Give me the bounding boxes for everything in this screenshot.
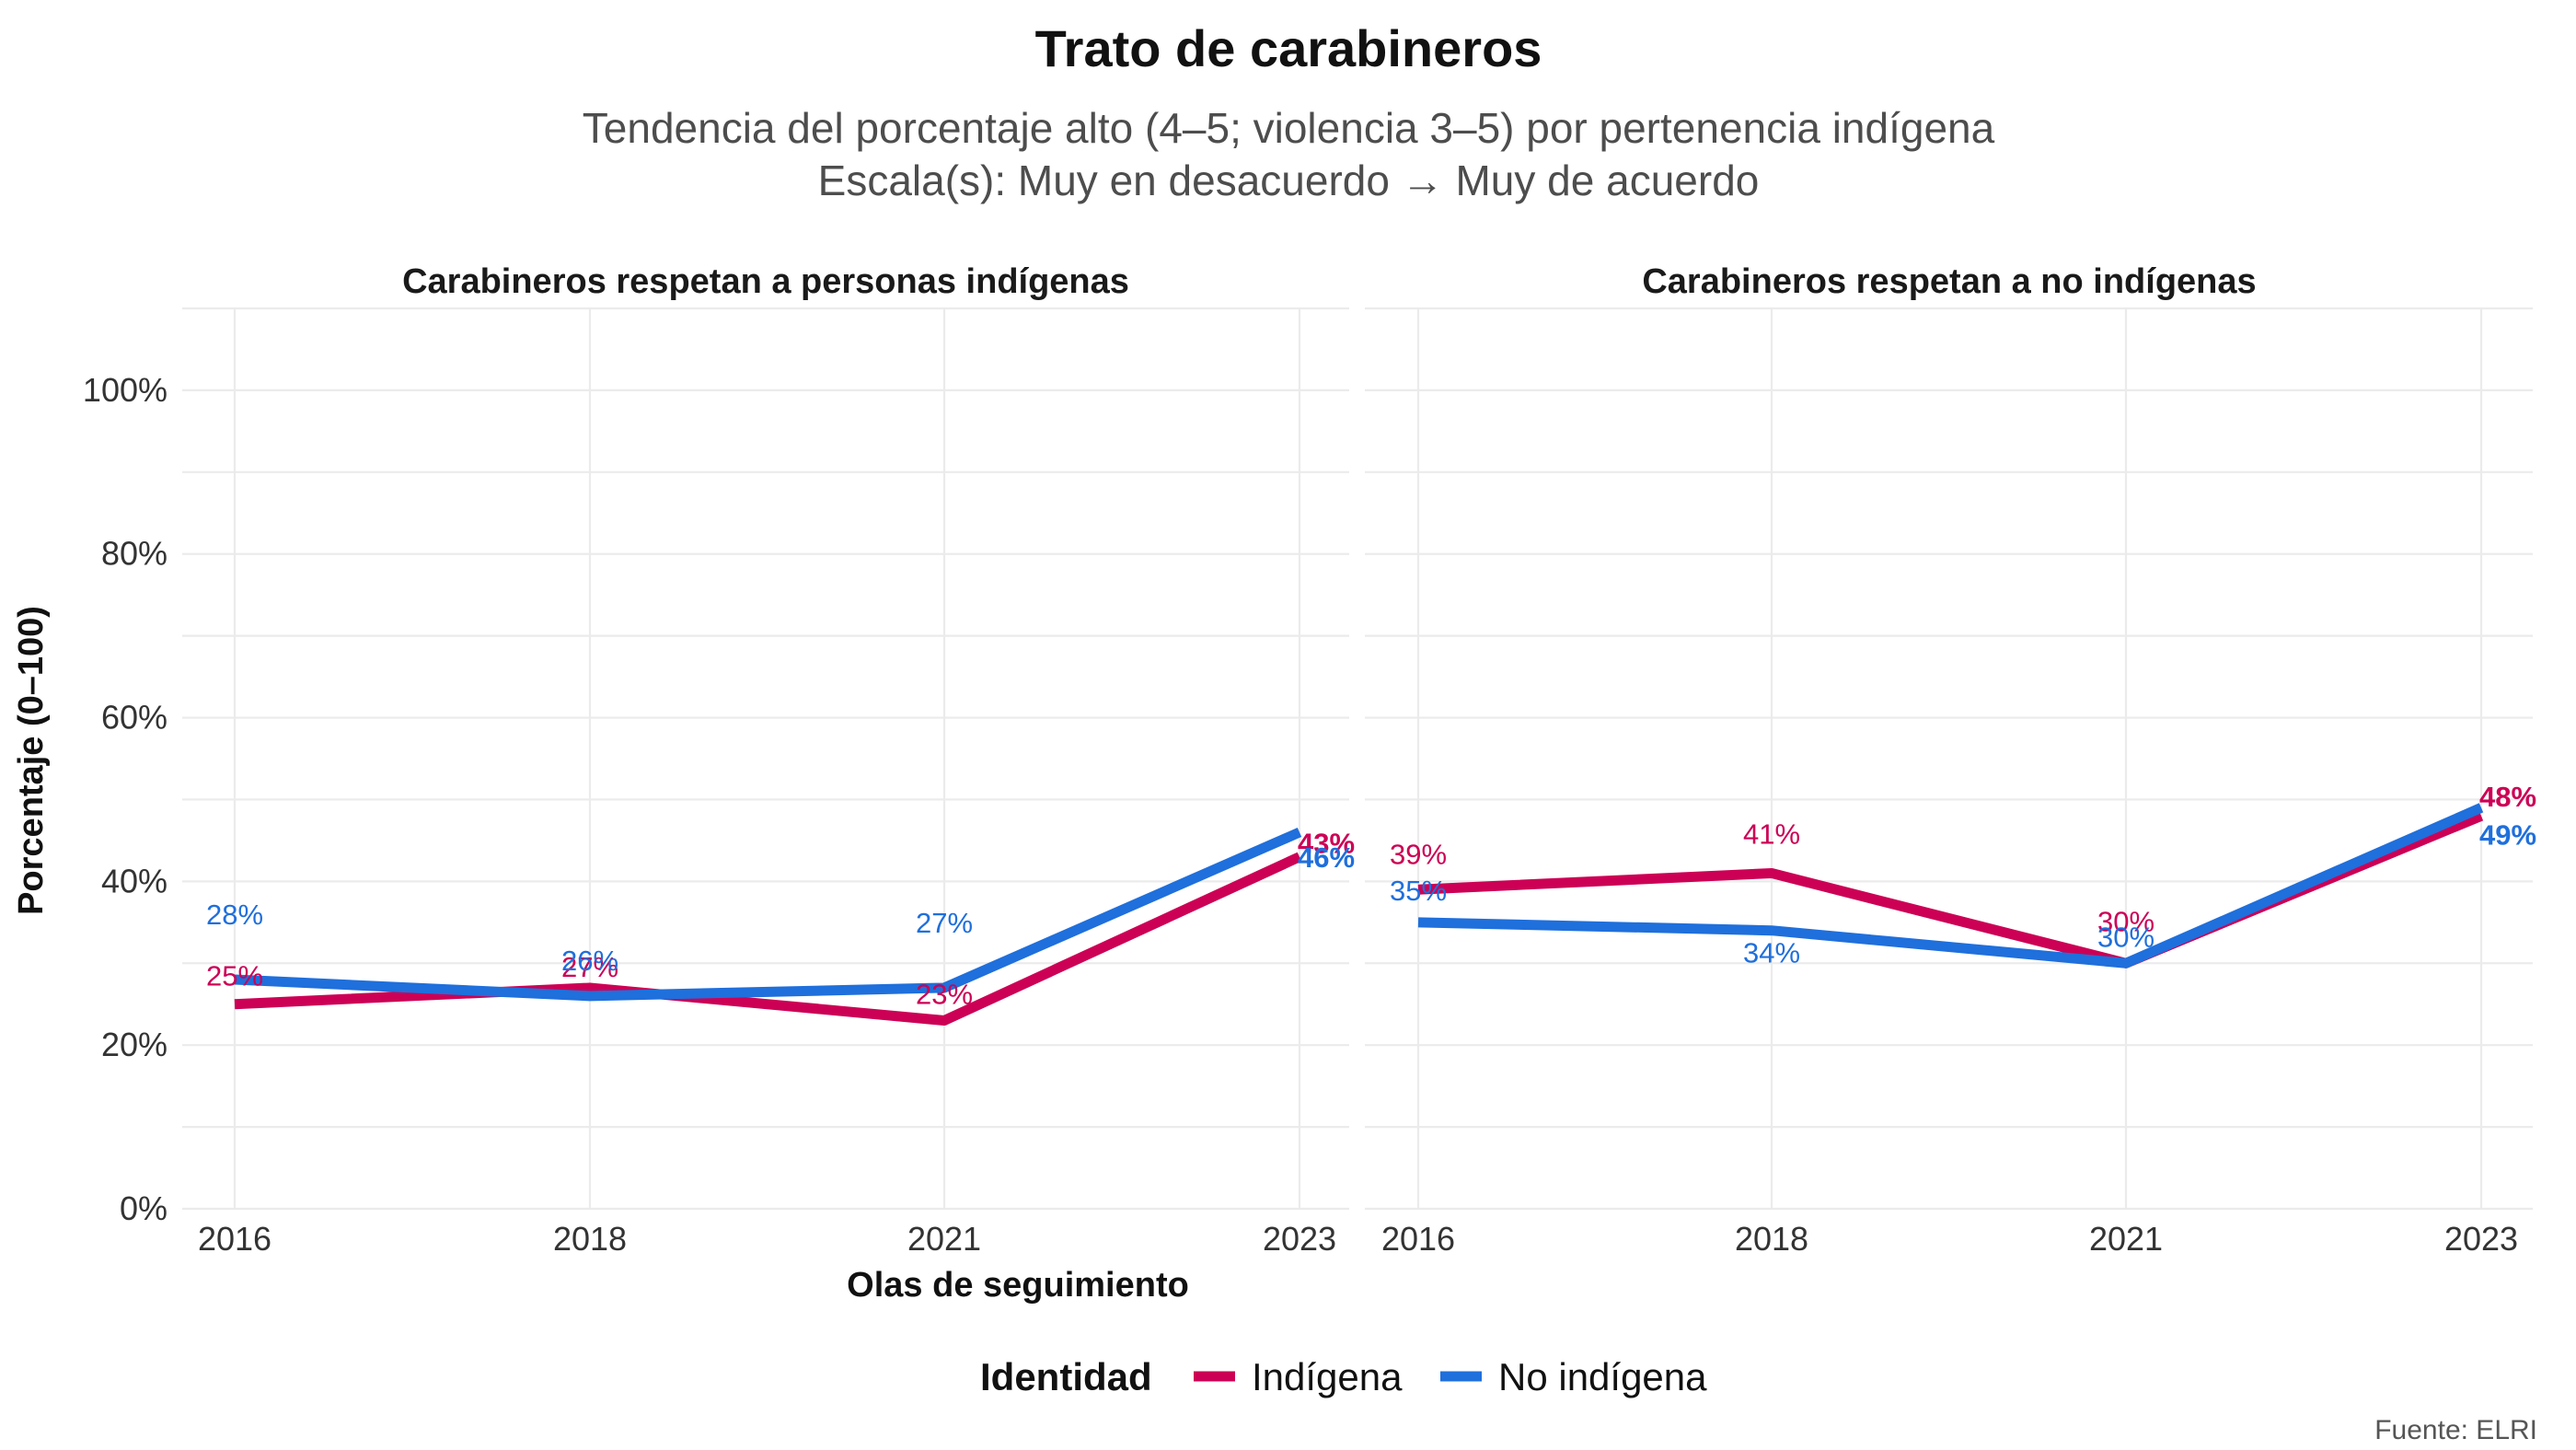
panel-title: Carabineros respetan a personas indígena…	[402, 262, 1129, 301]
data-label-indigena: 39%	[1390, 838, 1447, 870]
panel-title: Carabineros respetan a no indígenas	[1642, 262, 2256, 301]
x-tick-label: 2016	[198, 1220, 271, 1258]
chart-subtitle-line-2: Escala(s): Muy en desacuerdo → Muy de ac…	[818, 157, 1760, 204]
data-label-indigena: 23%	[916, 979, 973, 1011]
data-label-no-indigena: 26%	[561, 945, 618, 977]
x-tick-label: 2021	[907, 1220, 981, 1258]
legend-title: Identidad	[980, 1355, 1152, 1398]
series-line-no-indigena	[234, 827, 1302, 1002]
x-tick-label: 2016	[1381, 1220, 1455, 1258]
y-tick-label: 40%	[101, 862, 167, 899]
panels: Carabineros respetan a personas indígena…	[182, 262, 2536, 1258]
legend: Identidad Indígena No indígena	[980, 1355, 1707, 1398]
panel-2: Carabineros respetan a no indígenas 2016 2…	[1365, 262, 2536, 1258]
data-label-no-indigena: 30%	[2097, 921, 2154, 953]
y-tick-label: 100%	[83, 371, 167, 409]
data-label-no-indigena: 28%	[206, 899, 263, 931]
data-label-indigena: 30%	[2097, 905, 2154, 937]
caption: Fuente: ELRI	[2374, 1415, 2537, 1445]
chart-title: Trato de carabineros	[1035, 19, 1542, 77]
y-tick-label: 0%	[120, 1189, 167, 1227]
x-tick-label: 2023	[1263, 1220, 1336, 1258]
series-line-no-indigena	[1417, 803, 2484, 969]
y-axis: 0% 20% 40% 60% 80% 100%	[83, 371, 167, 1227]
data-label-no-indigena: 27%	[916, 907, 973, 939]
data-label-indigena: 25%	[206, 960, 263, 992]
y-axis-title: Porcentaje (0–100)	[12, 606, 51, 915]
y-tick-label: 80%	[101, 535, 167, 573]
y-tick-label: 60%	[101, 699, 167, 737]
series-line-indigena	[234, 852, 1302, 1027]
y-tick-label: 20%	[101, 1026, 167, 1063]
data-label-indigena: 27%	[561, 951, 618, 983]
panel-1: Carabineros respetan a personas indígena…	[182, 262, 1355, 1258]
data-label-no-indigena: 35%	[1390, 875, 1447, 907]
x-axis-title: Olas de seguimiento	[847, 1266, 1189, 1305]
x-tick-label: 2018	[1735, 1220, 1808, 1258]
legend-label-no-indigena: No indígena	[1498, 1355, 1707, 1398]
chart-subtitle-line-1: Tendencia del porcentaje alto (4–5; viol…	[583, 104, 1995, 152]
data-label-no-indigena: 34%	[1743, 937, 1800, 969]
series-line-indigena	[1417, 811, 2484, 969]
data-label-indigena: 48%	[2479, 781, 2536, 813]
data-label-no-indigena: 46%	[1298, 841, 1355, 874]
x-tick-label: 2023	[2444, 1220, 2518, 1258]
data-label-no-indigena: 49%	[2479, 818, 2536, 851]
legend-label-indigena: Indígena	[1252, 1355, 1403, 1398]
data-label-indigena: 43%	[1298, 828, 1355, 860]
x-tick-label: 2018	[553, 1220, 627, 1258]
x-tick-label: 2021	[2089, 1220, 2163, 1258]
data-label-indigena: 41%	[1743, 818, 1800, 850]
